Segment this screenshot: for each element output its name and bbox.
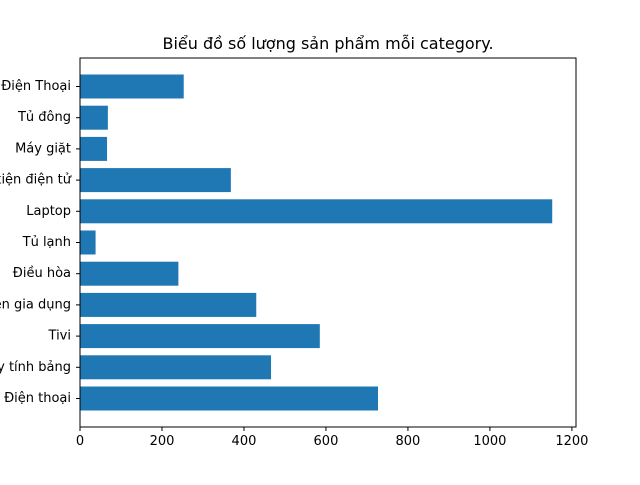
bar <box>80 136 108 161</box>
x-tick-label: 1200 <box>555 434 588 449</box>
y-tick-label: Tivi <box>48 329 71 344</box>
bar <box>80 74 184 99</box>
y-tick-label: Tủ đông <box>17 110 71 125</box>
y-tick-label: Linh kiện điện tử <box>0 173 72 188</box>
x-tick-label: 800 <box>396 434 421 449</box>
x-tick-label: 600 <box>314 434 339 449</box>
y-tick-label: Đồ điện gia dụng <box>0 297 71 312</box>
x-axis-ticks: 0 200 400 600 800 1000 1200 <box>76 427 588 449</box>
bar <box>80 292 257 317</box>
x-tick-label: 400 <box>232 434 257 449</box>
bar <box>80 168 231 193</box>
bar <box>80 230 96 255</box>
x-tick-label: 0 <box>76 434 84 449</box>
bar <box>80 261 179 286</box>
y-axis-ticks: Điện Thoại Tủ đông Máy giặt Linh kiện điện … <box>0 79 80 406</box>
y-tick-label: Điện Thoại <box>1 79 71 94</box>
y-tick-label: Máy giặt <box>15 141 71 156</box>
bar <box>80 199 553 224</box>
y-tick-label: Điện thoại <box>4 391 71 406</box>
y-tick-label: Laptop <box>26 204 71 219</box>
y-tick-label: Tủ lạnh <box>22 235 71 250</box>
x-tick-label: 1000 <box>473 434 506 449</box>
plot-frame <box>79 57 577 428</box>
y-tick-label: Máy tính bảng <box>0 360 71 375</box>
bars-layer <box>80 74 553 411</box>
chart-title: Biểu đồ số lượng sản phẩm mỗi category. <box>162 34 493 53</box>
bar <box>80 105 108 130</box>
bar <box>80 386 379 411</box>
x-tick-label: 200 <box>150 434 175 449</box>
bar <box>80 324 320 349</box>
y-tick-label: Điều hòa <box>13 266 71 281</box>
bar <box>80 355 272 380</box>
